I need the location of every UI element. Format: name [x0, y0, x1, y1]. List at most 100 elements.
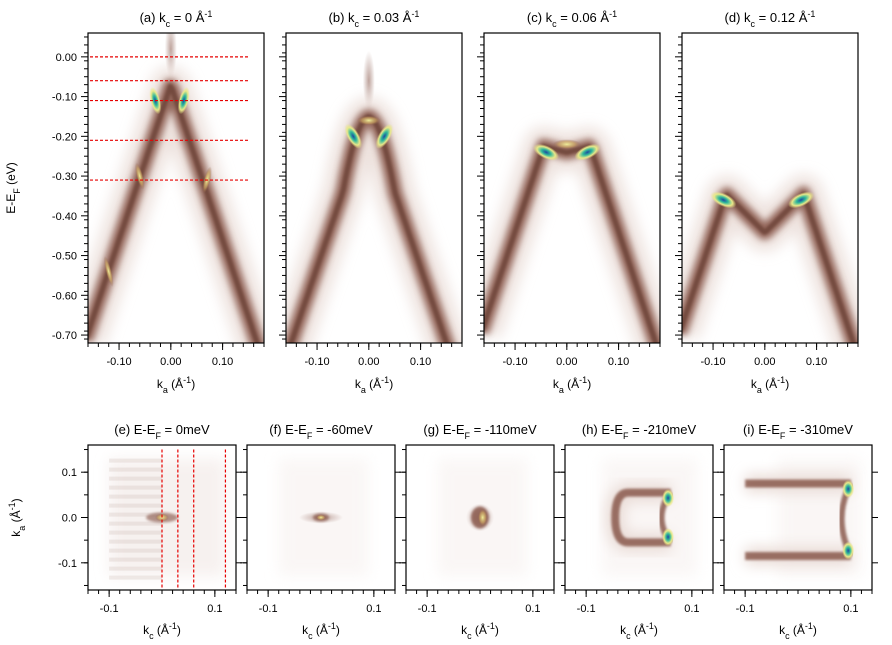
x-axis-label: kc (Å-1)	[779, 621, 817, 641]
x-tick-label: 0.1	[207, 603, 222, 615]
x-axis-label: ka (Å-1)	[355, 375, 393, 395]
x-tick-label: -0.10	[107, 356, 132, 368]
panel-title: (f) E-EF = -60meV	[269, 422, 373, 441]
y-tick-label: 0.00	[56, 52, 77, 64]
panel-b: (b) kc = 0.03 Å-1 -0.10 0.00 0.10 ka (Å-1)	[279, 9, 463, 395]
intensity-maximum	[574, 143, 601, 161]
intensity-maximum	[375, 123, 394, 149]
intensity-maximum	[533, 143, 560, 161]
intensity-maximum	[103, 255, 114, 288]
intensity-maximum	[788, 191, 815, 209]
scan-stripe	[109, 575, 162, 580]
y-tick-label: -0.40	[52, 211, 77, 223]
panel-title: (c) kc = 0.06 Å-1	[527, 9, 617, 29]
x-tick-label: -0.1	[100, 603, 119, 615]
band-intensity	[484, 126, 660, 343]
intensity-maximum	[356, 115, 381, 126]
constant-energy-map	[602, 458, 698, 577]
scan-stripe	[109, 458, 162, 463]
scan-stripe	[109, 521, 162, 526]
x-axis-label: ka (Å-1)	[157, 375, 195, 395]
intensity-maximum	[710, 191, 737, 209]
scan-stripe	[109, 485, 162, 490]
scan-stripe	[109, 494, 162, 499]
panel-c: (c) kc = 0.06 Å-1 -0.10 0.00 0.10 ka (Å-1)	[477, 9, 661, 395]
x-tick-label: 0.00	[754, 356, 775, 368]
intensity-maximum	[842, 541, 855, 560]
x-tick-label: 0.00	[160, 356, 181, 368]
intensity-maximum	[552, 139, 581, 150]
constant-energy-map	[109, 458, 226, 580]
y-tick-label: -0.30	[52, 171, 77, 183]
x-axis-label: kc (Å-1)	[620, 621, 658, 641]
panel-title: (b) kc = 0.03 Å-1	[329, 9, 420, 29]
y-tick-label: -0.50	[52, 251, 77, 263]
intensity-maximum	[662, 489, 675, 508]
x-tick-label: -0.1	[577, 603, 596, 615]
intensity-maximum	[662, 527, 675, 546]
intensity-maximum	[344, 123, 363, 149]
band-intensity	[286, 97, 462, 343]
x-tick-label: 0.1	[525, 603, 540, 615]
y-axis-label: ka (Å-1)	[7, 498, 27, 536]
panel-title: (a) kc = 0 Å-1	[140, 9, 213, 29]
panel-f: (f) E-EF = -60meV -0.1 0.1 kc (Å-1)	[240, 422, 401, 641]
x-tick-label: 0.10	[212, 356, 233, 368]
x-tick-label: 0.1	[366, 603, 381, 615]
scan-stripe	[109, 530, 162, 535]
x-axis-label: kc (Å-1)	[143, 621, 181, 641]
panel-title: (h) E-EF = -210meV	[582, 422, 697, 441]
panel-e: (e) E-EF = 0meV -0.1 0.1 kc (Å-1) 0.1 0.0 -0.1…	[7, 422, 242, 641]
scan-stripe	[109, 512, 162, 517]
scan-stripe	[109, 557, 162, 562]
contour-core	[477, 508, 488, 527]
x-axis-label: kc (Å-1)	[302, 621, 340, 641]
scan-stripe	[109, 548, 162, 553]
x-tick-label: 0.00	[358, 356, 379, 368]
y-tick-label: 0.0	[62, 513, 77, 525]
y-tick-label: 0.1	[62, 467, 77, 479]
y-tick-label: -0.10	[52, 92, 77, 104]
scan-stripe	[109, 503, 162, 508]
x-tick-label: -0.10	[701, 356, 726, 368]
x-axis-label: ka (Å-1)	[553, 375, 591, 395]
scan-stripe	[109, 539, 162, 544]
x-tick-label: -0.1	[418, 603, 437, 615]
contour	[611, 488, 671, 547]
x-tick-label: -0.1	[736, 603, 755, 615]
panel-title: (e) E-EF = 0meV	[114, 422, 210, 441]
panel-title: (d) kc = 0.12 Å-1	[725, 9, 816, 29]
intensity-maximum	[177, 86, 190, 115]
x-tick-label: -0.10	[503, 356, 528, 368]
x-axis-label: ka (Å-1)	[751, 375, 789, 395]
x-tick-label: 0.1	[843, 603, 858, 615]
band-intensity	[682, 174, 858, 343]
y-tick-label: -0.70	[52, 330, 77, 342]
x-tick-label: 0.00	[556, 356, 577, 368]
panel-g: (g) E-EF = -110meV -0.1 0.1 kc (Å-1)	[399, 422, 560, 641]
panel-title: (g) E-EF = -110meV	[423, 422, 537, 441]
panel-title: (i) E-EF = -310meV	[743, 422, 853, 441]
fermi-spot	[316, 514, 326, 521]
y-axis-label: E-EF (eV)	[4, 162, 22, 214]
background-glow	[362, 50, 375, 111]
scan-stripe	[109, 467, 162, 472]
scan-stripe	[109, 566, 162, 571]
y-tick-label: -0.1	[58, 558, 77, 570]
contour	[745, 479, 851, 561]
panel-h: (h) E-EF = -210meV -0.1 0.1 kc (Å-1)	[558, 422, 719, 641]
panel-d: (d) kc = 0.12 Å-1 -0.10 0.00 0.10 ka (Å-1)	[675, 9, 859, 395]
constant-energy-map	[437, 458, 528, 577]
panel-i: (i) E-EF = -310meV -0.1 0.1 kc (Å-1)	[717, 422, 878, 641]
x-tick-label: -0.1	[259, 603, 278, 615]
x-tick-label: 0.10	[806, 356, 827, 368]
intensity-maximum	[134, 162, 145, 190]
y-tick-label: -0.60	[52, 290, 77, 302]
x-tick-label: 0.10	[608, 356, 629, 368]
x-tick-label: -0.10	[305, 356, 330, 368]
x-axis-label: kc (Å-1)	[461, 621, 499, 641]
band-intensity	[88, 66, 264, 343]
intensity-maximum	[842, 479, 855, 498]
x-tick-label: 0.10	[410, 356, 431, 368]
